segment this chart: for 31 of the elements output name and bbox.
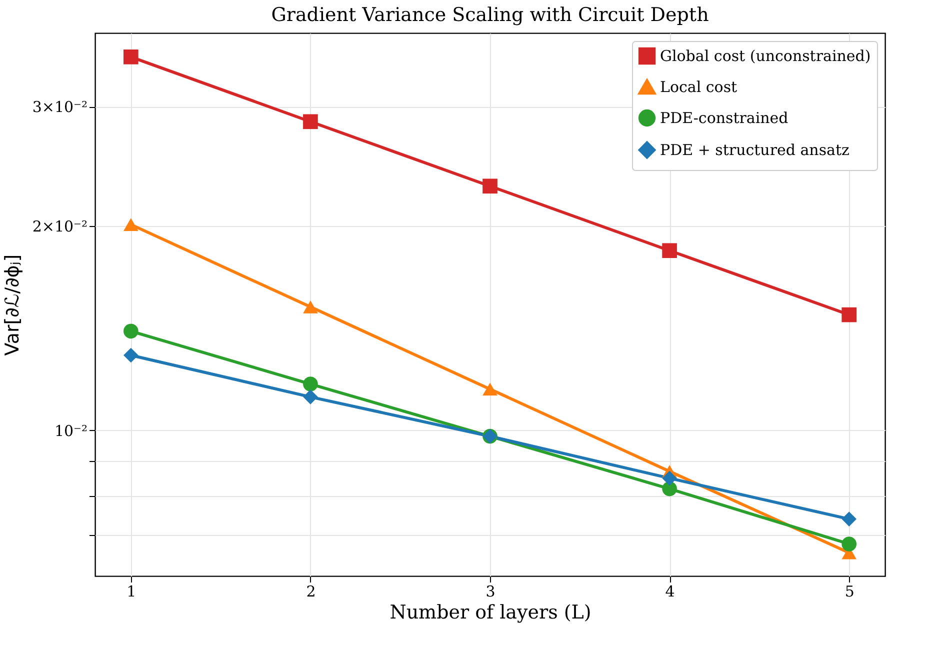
x-tick-label: 4	[665, 582, 675, 600]
point	[303, 390, 318, 404]
y-tick-label: 10⁻²	[54, 422, 88, 440]
point	[842, 536, 857, 552]
legend-label: Global cost (unconstrained)	[660, 47, 871, 65]
point	[303, 376, 318, 392]
legend-label: PDE + structured ansatz	[660, 141, 850, 159]
point	[662, 243, 677, 258]
point	[303, 114, 318, 130]
point	[303, 300, 318, 314]
point	[842, 512, 857, 526]
x-tick-label: 5	[844, 582, 854, 600]
point	[123, 218, 138, 231]
point	[842, 307, 857, 322]
point	[482, 382, 498, 396]
x-tick-label: 1	[126, 582, 136, 600]
point	[123, 324, 138, 339]
point	[123, 348, 138, 363]
point	[662, 470, 677, 486]
legend-label: PDE-constrained	[660, 109, 789, 127]
legend-label: Local cost	[660, 78, 738, 96]
x-axis-title: Number of layers (L)	[390, 602, 592, 624]
point	[123, 49, 138, 64]
x-tick-label: 3	[486, 582, 496, 600]
y-axis-title: Var[∂ℒ/∂ϕⱼ]	[1, 254, 24, 356]
point	[482, 178, 498, 194]
point	[662, 481, 677, 496]
y-tick-label: 3×10⁻²	[32, 98, 88, 116]
x-tick-label: 2	[306, 582, 316, 600]
y-tick-label: 2×10⁻²	[32, 218, 88, 236]
chart-title: Gradient Variance Scaling with Circuit Depth	[271, 4, 709, 26]
